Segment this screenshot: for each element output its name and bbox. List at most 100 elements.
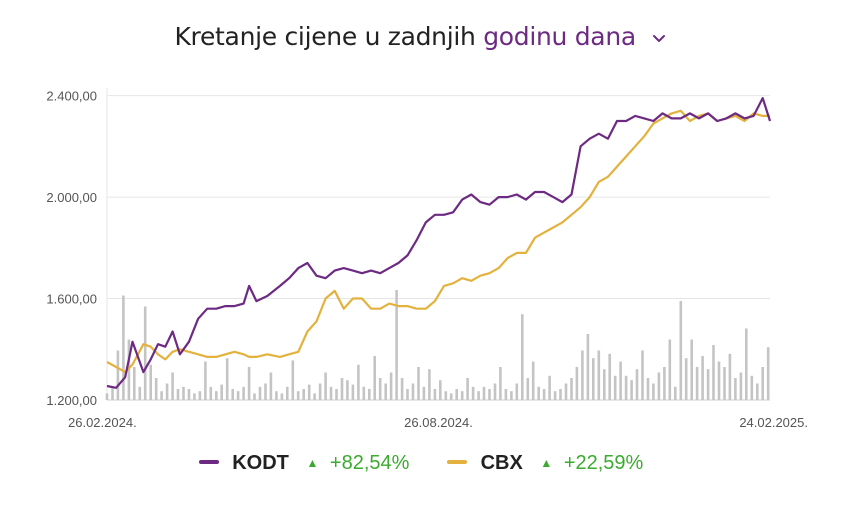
x-tick-label: 24.02.2025. <box>739 415 808 430</box>
volume-bar <box>302 389 305 400</box>
volume-bar <box>247 367 251 400</box>
volume-bar <box>466 378 469 400</box>
volume-bar <box>105 393 109 400</box>
volume-bar <box>603 369 606 400</box>
volume-bar <box>734 378 737 400</box>
volume-bar <box>739 372 743 400</box>
title-prefix: Kretanje cijene u zadnjih <box>174 22 476 51</box>
volume-bar <box>193 393 196 400</box>
chart-title: Kretanje cijene u zadnjih godinu dana <box>0 22 842 51</box>
volume-bar <box>143 306 147 400</box>
volume-bar <box>253 393 256 400</box>
volume-bar <box>531 361 535 400</box>
volume-bar <box>357 364 360 400</box>
volume-bar <box>231 389 234 400</box>
volume-bar <box>444 391 448 400</box>
volume-bar <box>761 367 764 400</box>
volume-bar <box>613 375 617 400</box>
volume-bar <box>493 383 497 400</box>
volume-bar <box>351 384 355 400</box>
volume-bar <box>455 389 458 400</box>
volume-bar <box>324 372 327 400</box>
triangle-up-icon: ▲ <box>306 456 319 470</box>
volume-bar <box>477 391 480 400</box>
volume-bar <box>165 383 169 400</box>
volume-bar <box>717 361 721 400</box>
volume-bar <box>684 358 688 400</box>
volume-bar <box>296 391 300 400</box>
volume-bar <box>291 360 295 400</box>
volume-bar <box>706 369 710 400</box>
volume-bar <box>471 386 475 400</box>
volume-bar <box>581 350 584 400</box>
volume-bar <box>318 383 322 400</box>
volume-bar <box>373 356 376 400</box>
chevron-down-icon[interactable] <box>650 29 668 47</box>
volume-bar <box>307 384 311 400</box>
volume-bar <box>728 353 732 400</box>
volume-bar <box>548 375 551 400</box>
volume-bar <box>624 375 628 400</box>
volume-bar <box>559 389 562 400</box>
volume-bar <box>215 391 218 400</box>
volume-bar <box>641 350 644 400</box>
volume-bar <box>428 369 431 400</box>
volume-bar <box>258 386 262 400</box>
volume-bar <box>225 358 229 400</box>
volume-bar <box>542 389 546 400</box>
volume-bar <box>340 378 344 400</box>
volume-bar <box>553 391 557 400</box>
y-tick-label: 2.000,00 <box>46 190 97 205</box>
volume-bar <box>182 386 185 400</box>
period-selector[interactable]: godinu dana <box>483 22 636 51</box>
volume-bar <box>449 393 453 400</box>
series-line-cbx <box>106 109 770 374</box>
volume-bar <box>723 367 726 400</box>
volume-bar <box>657 372 661 400</box>
volume-bar <box>433 389 437 400</box>
volume-bar <box>750 375 754 400</box>
volume-bar <box>712 345 715 400</box>
volume-bar <box>417 367 420 400</box>
volume-bar <box>133 367 136 400</box>
series-line-kodt <box>106 96 772 389</box>
volume-bar <box>690 339 693 400</box>
volume-bar <box>488 389 491 400</box>
volume-bar <box>111 386 114 400</box>
price-lines <box>106 96 772 389</box>
volume-bar <box>187 389 191 400</box>
volume-bar <box>515 383 519 400</box>
volume-bar <box>236 391 240 400</box>
volume-bar <box>160 391 163 400</box>
volume-bar <box>674 386 677 400</box>
volume-bar <box>138 386 142 400</box>
legend-name-kodt: KODT <box>232 452 289 474</box>
volume-bar <box>630 380 633 400</box>
x-tick-label: 26.08.2024. <box>404 415 473 430</box>
volume-bar <box>269 372 273 400</box>
volume-bar <box>275 391 278 400</box>
volume-bar <box>400 378 404 400</box>
legend-item-cbx[interactable]: CBX ▲ +22,59% <box>447 452 643 475</box>
volume-bar <box>122 295 125 400</box>
legend: KODT ▲ +82,54% CBX ▲ +22,59% <box>0 452 842 475</box>
volume-bar <box>171 372 174 400</box>
volume-bar <box>242 386 245 400</box>
volume-bar <box>411 383 415 400</box>
volume-bar <box>510 391 513 400</box>
volume-bar <box>482 386 486 400</box>
volume-bar <box>564 383 568 400</box>
volume-bar <box>679 301 683 400</box>
volume-bar <box>439 380 442 400</box>
volume-bar <box>701 356 704 400</box>
price-chart: 2.400,00 2.000,00 1.600,00 1.200,00 26.02.2… <box>46 88 808 430</box>
legend-change-kodt: +82,54% <box>329 452 410 474</box>
volume-bar <box>695 367 699 400</box>
volume-bar <box>745 328 748 400</box>
volume-bar <box>116 350 120 400</box>
volume-bar <box>335 389 338 400</box>
volume-bar <box>389 372 393 400</box>
y-tick-label: 2.400,00 <box>46 89 97 104</box>
legend-item-kodt[interactable]: KODT ▲ +82,54% <box>198 452 410 475</box>
volume-bar <box>286 386 289 400</box>
